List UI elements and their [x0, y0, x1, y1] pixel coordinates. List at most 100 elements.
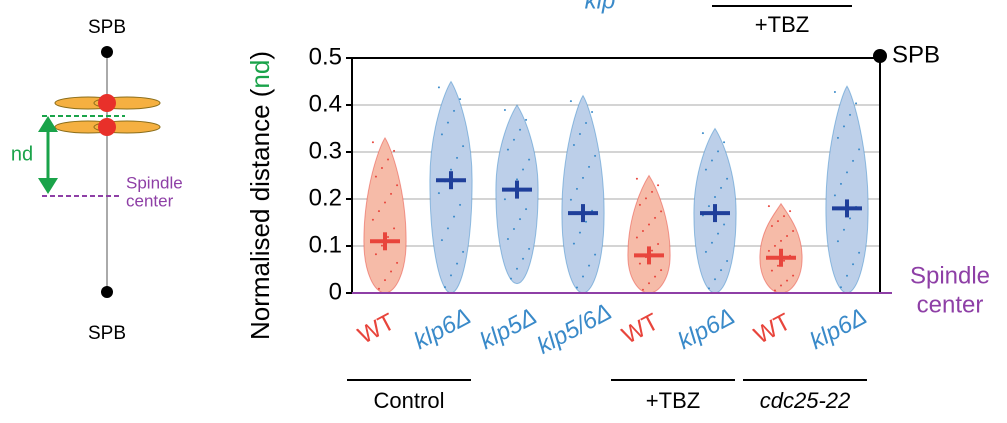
dot: [462, 145, 465, 148]
dot: [528, 158, 531, 161]
dot: [833, 90, 836, 93]
dot: [516, 267, 518, 270]
dot: [726, 177, 729, 180]
dot: [440, 133, 443, 136]
dot: [723, 223, 726, 226]
dot: [585, 122, 588, 125]
dot: [657, 243, 660, 246]
dot: [443, 286, 446, 289]
dot: [459, 203, 462, 206]
dot: [393, 227, 396, 230]
dot: [371, 218, 374, 221]
y-tick-label: 0.4: [309, 90, 342, 117]
violin: [825, 85, 869, 294]
dot: [714, 278, 716, 281]
dot: [767, 205, 770, 208]
dot: [588, 165, 591, 168]
dot: [582, 176, 584, 179]
group-label: +TBZ: [646, 388, 700, 413]
dot: [594, 154, 597, 157]
dot: [714, 196, 716, 199]
dot: [384, 201, 386, 204]
dot: [453, 109, 456, 112]
dot: [512, 138, 515, 141]
y-label-part: ): [245, 51, 275, 60]
spb-dot: [101, 286, 113, 298]
dot: [710, 159, 713, 162]
dot: [836, 240, 839, 243]
center-label: Spindle: [910, 262, 990, 289]
dot: [377, 210, 380, 213]
x-tick-label: klp6Δ: [806, 303, 872, 355]
dot: [770, 225, 773, 228]
dot: [374, 175, 377, 178]
dot: [641, 288, 644, 291]
dot: [849, 113, 852, 116]
dot: [638, 203, 641, 206]
dot: [707, 287, 710, 290]
dot: [462, 250, 465, 253]
dot: [836, 136, 839, 139]
dot: [858, 148, 861, 151]
dot: [572, 242, 575, 245]
dot: [660, 210, 663, 213]
dot: [578, 132, 581, 135]
spb-label: SPB: [88, 323, 126, 344]
dot: [852, 263, 855, 266]
dot: [855, 102, 858, 105]
dot: [525, 118, 528, 121]
dot: [648, 282, 650, 285]
dot: [393, 149, 396, 152]
dot: [657, 184, 660, 187]
dot: [654, 275, 657, 278]
dot: [660, 269, 663, 272]
dot: [569, 198, 572, 201]
spb-dot: [873, 49, 887, 63]
dot: [387, 235, 390, 238]
dot: [588, 264, 591, 267]
x-tick-label: klp5Δ: [476, 303, 542, 355]
dot: [858, 251, 861, 254]
dot: [792, 229, 795, 232]
group-label: cdc25-22: [760, 388, 851, 413]
dot: [786, 279, 789, 282]
annotation: klp: [585, 0, 616, 14]
dot: [575, 286, 578, 289]
dot: [390, 192, 393, 195]
dot: [789, 210, 792, 213]
spb-label: SPB: [892, 41, 940, 68]
dot: [503, 108, 506, 111]
dot: [846, 274, 848, 277]
dot: [773, 244, 776, 247]
y-label-part: nd: [245, 60, 275, 89]
dot: [842, 228, 845, 231]
dot: [783, 215, 786, 218]
center-label: center: [917, 291, 984, 318]
dot: [726, 260, 729, 263]
dot: [384, 279, 386, 282]
dot: [519, 128, 522, 131]
y-tick-label: 0.3: [309, 137, 342, 164]
dot: [585, 220, 588, 223]
dot: [635, 177, 638, 180]
dot: [707, 205, 710, 208]
x-tick-label: klp6Δ: [410, 303, 476, 355]
arrow-heads: [38, 116, 58, 194]
dot: [704, 168, 707, 171]
dot: [525, 208, 528, 211]
dot: [773, 289, 776, 292]
center-label: center: [126, 191, 174, 210]
dot: [651, 249, 654, 252]
dot: [701, 132, 704, 135]
dot: [519, 218, 522, 221]
violin: [627, 174, 671, 294]
y-label-part: Normalised distance (: [245, 88, 275, 340]
dot: [437, 192, 440, 195]
dot: [717, 150, 720, 153]
dot: [387, 158, 390, 161]
x-tick-label: klp6Δ: [674, 303, 740, 355]
dot: [767, 249, 770, 252]
dot: [440, 239, 443, 242]
y-tick-label: 0.1: [309, 231, 342, 258]
